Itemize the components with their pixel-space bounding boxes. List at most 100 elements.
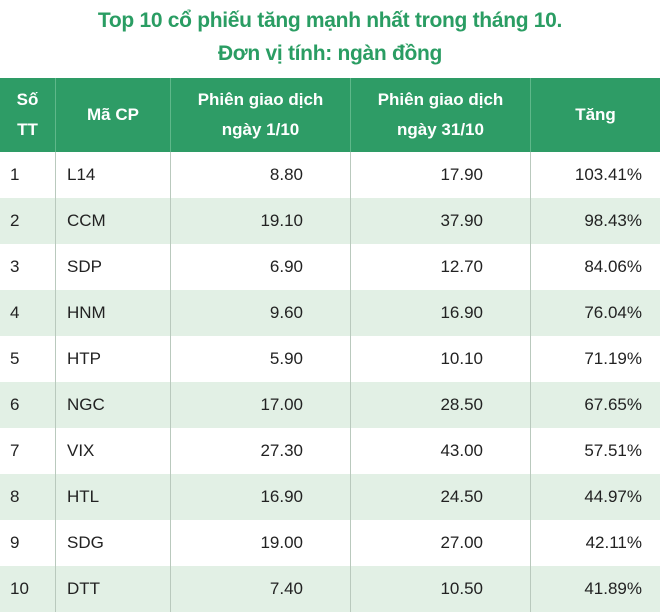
cell-text: HTP	[67, 349, 101, 368]
cell-text: CCM	[67, 211, 106, 230]
table-cell: 9.60	[170, 290, 350, 336]
cell-text: SDP	[67, 257, 102, 276]
table-cell: 8.80	[170, 152, 350, 198]
table-cell: DTT	[55, 566, 170, 612]
cell-text: 28.50	[440, 395, 483, 414]
cell-text: 37.90	[440, 211, 483, 230]
table-cell: 67.65%	[530, 382, 660, 428]
cell-text: 6.90	[269, 257, 303, 276]
cell-text: 12.70	[440, 257, 483, 276]
table-cell: 10.10	[350, 336, 530, 382]
cell-text: 44.97%	[584, 487, 642, 506]
cell-text: L14	[67, 165, 96, 184]
cell-text: 16.90	[440, 303, 483, 322]
header-text: Mã CP	[87, 105, 139, 124]
table-cell: 17.00	[170, 382, 350, 428]
table-cell: 76.04%	[530, 290, 660, 336]
table-cell: 57.51%	[530, 428, 660, 474]
cell-text: 27.00	[440, 533, 483, 552]
header-text: Phiên giao dịch	[197, 90, 324, 109]
table-cell: 10.50	[350, 566, 530, 612]
cell-text: 41.89%	[584, 579, 642, 598]
cell-text: 57.51%	[584, 441, 642, 460]
cell-text: 103.41%	[574, 165, 642, 184]
cell-text: 16.90	[260, 487, 303, 506]
cell-text: NGC	[67, 395, 105, 414]
table-cell: 2	[0, 198, 55, 244]
title-line: Top 10 cổ phiếu tăng mạnh nhất trong thá…	[97, 9, 563, 32]
table-cell: 37.90	[350, 198, 530, 244]
table-cell: 17.90	[350, 152, 530, 198]
table-cell: HTP	[55, 336, 170, 382]
header-cell: Tăng	[530, 78, 660, 152]
cell-text: 7.40	[269, 579, 303, 598]
header-cell: Phiên giao dịch ngày 31/10	[350, 78, 530, 152]
table-cell: 43.00	[350, 428, 530, 474]
header-text: TT	[17, 120, 38, 139]
table-cell: 12.70	[350, 244, 530, 290]
cell-text: 67.65%	[584, 395, 642, 414]
header-text: ngày 31/10	[397, 120, 484, 139]
table-cell: 4	[0, 290, 55, 336]
table-cell: SDG	[55, 520, 170, 566]
cell-text: 76.04%	[584, 303, 642, 322]
cell-text: 6	[10, 395, 20, 414]
table-cell: 24.50	[350, 474, 530, 520]
cell-text: 5.90	[269, 349, 303, 368]
table-cell: 16.90	[350, 290, 530, 336]
table-cell: 27.00	[350, 520, 530, 566]
cell-text: 98.43%	[584, 211, 642, 230]
cell-text: 7	[10, 441, 20, 460]
cell-text: 24.50	[440, 487, 483, 506]
table-cell: 103.41%	[530, 152, 660, 198]
cell-text: 17.90	[440, 165, 483, 184]
cell-text: DTT	[67, 579, 101, 598]
cell-text: 19.00	[260, 533, 303, 552]
cell-text: 42.11%	[585, 533, 642, 552]
header-cell: Mã CP	[55, 78, 170, 152]
table-cell: 27.30	[170, 428, 350, 474]
title-line: Đơn vị tính: ngàn đồng	[217, 42, 443, 65]
cell-text: 17.00	[260, 395, 303, 414]
table-cell: 7.40	[170, 566, 350, 612]
cell-text: 71.19%	[584, 349, 642, 368]
header-text: Tăng	[575, 105, 616, 124]
table-cell: 44.97%	[530, 474, 660, 520]
table-cell: 9	[0, 520, 55, 566]
cell-text: 3	[10, 257, 20, 276]
cell-text: 2	[10, 211, 20, 230]
table-cell: 19.00	[170, 520, 350, 566]
table-cell: HNM	[55, 290, 170, 336]
cell-text: 9	[10, 533, 20, 552]
header-cell: Phiên giao dịch ngày 1/10	[170, 78, 350, 152]
table-cell: 71.19%	[530, 336, 660, 382]
header-cell: Số TT	[0, 78, 55, 152]
cell-text: 19.10	[260, 211, 303, 230]
cell-text: VIX	[67, 441, 95, 460]
cell-text: HNM	[67, 303, 106, 322]
table-cell: 28.50	[350, 382, 530, 428]
table-cell: 10	[0, 566, 55, 612]
table-cell: 84.06%	[530, 244, 660, 290]
table-cell: 6	[0, 382, 55, 428]
cell-text: 5	[10, 349, 20, 368]
header-text: Số	[16, 90, 39, 109]
cell-text: 1	[10, 165, 20, 184]
cell-text: SDG	[67, 533, 104, 552]
table-cell: 5.90	[170, 336, 350, 382]
table: Số TT Mã CP Phiên giao dịch ngày 1/10 Phiên g…	[0, 78, 660, 612]
table-cell: 1	[0, 152, 55, 198]
cell-text: 10	[10, 579, 29, 598]
table-cell: SDP	[55, 244, 170, 290]
cell-text: 4	[10, 303, 20, 322]
cell-text: 43.00	[440, 441, 483, 460]
table-cell: CCM	[55, 198, 170, 244]
table-cell: HTL	[55, 474, 170, 520]
cell-text: 8.80	[269, 165, 303, 184]
cell-text: 9.60	[269, 303, 303, 322]
cell-text: 10.10	[440, 349, 483, 368]
cell-text: 84.06%	[584, 257, 642, 276]
header-text: Phiên giao dịch	[377, 90, 504, 109]
table-cell: L14	[55, 152, 170, 198]
